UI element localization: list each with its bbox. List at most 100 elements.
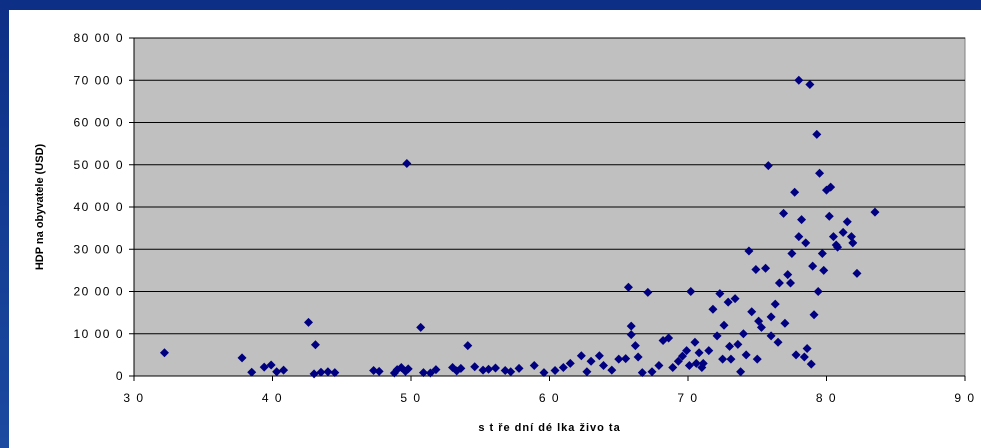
- x-tick-label: 9 0: [954, 391, 975, 405]
- data-point: [247, 367, 257, 377]
- data-point: [754, 316, 764, 326]
- y-tick-label: 30 00 0: [73, 242, 124, 256]
- data-point: [824, 211, 834, 221]
- data-point: [726, 354, 736, 364]
- data-point: [831, 240, 841, 250]
- data-point: [736, 367, 746, 377]
- data-point: [848, 238, 858, 248]
- data-point: [633, 352, 643, 362]
- data-point: [310, 340, 320, 350]
- x-tick-label: 3 0: [123, 391, 144, 405]
- data-point: [630, 341, 640, 351]
- x-axis-title: s t ře dní dé lka živo ta: [478, 422, 620, 434]
- y-tick-label: 0: [116, 369, 124, 383]
- data-point: [787, 248, 797, 258]
- data-point: [374, 366, 384, 376]
- data-point: [599, 360, 609, 370]
- data-point: [780, 318, 790, 328]
- data-point: [806, 359, 816, 369]
- data-point: [813, 287, 823, 296]
- data-point: [647, 367, 657, 377]
- data-point: [514, 363, 524, 373]
- y-axis-tick-labels: 0 10 00 0 20 00 0 30 00 0 40 00 0 50 00 0 60 0…: [73, 31, 124, 383]
- data-point: [770, 299, 780, 309]
- data-point: [539, 368, 549, 378]
- data-point: [550, 366, 560, 376]
- data-point: [852, 268, 862, 278]
- data-point: [799, 352, 809, 362]
- data-point: [846, 232, 856, 242]
- data-point: [456, 363, 466, 373]
- data-point: [304, 317, 314, 327]
- data-point: [594, 351, 604, 361]
- data-point: [682, 346, 692, 356]
- chart-panel: 0 10 00 0 20 00 0 30 00 0 40 00 0 50 00 0 60 0…: [9, 10, 981, 448]
- data-point: [323, 367, 333, 377]
- data-point: [402, 158, 412, 168]
- data-point: [730, 294, 740, 304]
- data-point: [738, 329, 748, 339]
- data-point: [506, 367, 516, 377]
- data-point: [715, 289, 725, 299]
- data-point: [756, 322, 766, 332]
- data-point: [809, 310, 819, 320]
- data-point: [723, 297, 733, 307]
- data-point: [582, 367, 592, 377]
- data-point: [607, 365, 617, 375]
- data-point: [774, 278, 784, 288]
- data-point: [826, 182, 836, 192]
- data-point: [704, 346, 714, 356]
- data-point: [643, 287, 653, 297]
- data-point: [259, 362, 269, 372]
- scatter-chart: 0 10 00 0 20 00 0 30 00 0 40 00 0 50 00 0 60 0…: [34, 31, 975, 434]
- data-point: [708, 304, 718, 314]
- data-point: [838, 227, 848, 237]
- data-point: [558, 363, 568, 373]
- data-point: [529, 360, 539, 370]
- gridlines: [129, 37, 965, 377]
- axes: [133, 38, 966, 381]
- data-point: [478, 365, 488, 375]
- y-tick-label: 50 00 0: [73, 158, 124, 172]
- data-point: [418, 368, 428, 378]
- data-point: [431, 365, 441, 375]
- data-point: [623, 282, 633, 292]
- y-tick-label: 70 00 0: [73, 73, 124, 87]
- data-point: [751, 265, 761, 275]
- data-point: [812, 129, 822, 139]
- data-point: [763, 161, 773, 171]
- data-point: [637, 368, 647, 378]
- data-point: [159, 348, 169, 358]
- data-point: [815, 168, 825, 178]
- data-point: [733, 339, 743, 349]
- data-point: [330, 368, 340, 378]
- data-point: [719, 320, 729, 330]
- data-point: [752, 354, 762, 364]
- data-point: [403, 364, 413, 374]
- y-tick-label: 80 00 0: [73, 31, 124, 45]
- data-point: [654, 360, 664, 370]
- x-tick-label: 7 0: [677, 391, 698, 405]
- data-point: [783, 270, 793, 280]
- y-tick-label: 40 00 0: [73, 200, 124, 214]
- x-tick-label: 6 0: [539, 391, 560, 405]
- data-point: [369, 366, 379, 376]
- data-point: [664, 333, 674, 343]
- y-tick-label: 20 00 0: [73, 285, 124, 299]
- data-point: [785, 278, 795, 288]
- data-point: [416, 322, 426, 332]
- data-point: [463, 341, 473, 351]
- x-tick-label: 4 0: [262, 391, 283, 405]
- data-point: [470, 362, 480, 372]
- data-point: [309, 369, 319, 379]
- data-point: [621, 354, 631, 364]
- data-point: [779, 208, 789, 218]
- data-point: [626, 330, 636, 340]
- data-point: [691, 358, 701, 368]
- data-point: [725, 341, 735, 351]
- data-point: [668, 363, 678, 373]
- data-point: [697, 363, 707, 373]
- data-point: [741, 350, 751, 360]
- data-point: [237, 353, 247, 363]
